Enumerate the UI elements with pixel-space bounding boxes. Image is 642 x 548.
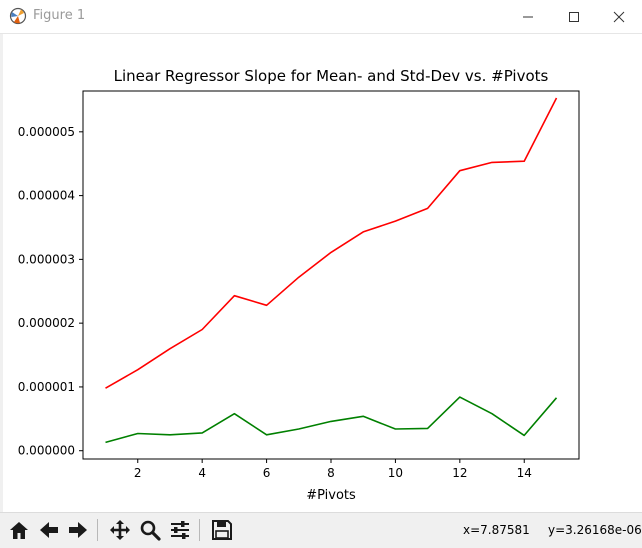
x-coordinate-readout: x=7.87581 xyxy=(463,523,530,537)
x-axis-label: #Pivots xyxy=(306,488,356,503)
home-button[interactable] xyxy=(6,517,32,543)
minimize-button[interactable] xyxy=(505,0,551,33)
x-tick-label: 14 xyxy=(517,466,532,480)
navigation-toolbar: x=7.87581 y=3.26168e-06 xyxy=(0,512,642,548)
sliders-icon xyxy=(171,521,189,539)
minimize-icon xyxy=(523,16,533,18)
x-tick-label: 10 xyxy=(388,466,403,480)
back-button[interactable] xyxy=(36,517,62,543)
series-line-2 xyxy=(105,396,558,444)
arrow-right-icon xyxy=(69,522,87,538)
y-tick-label: 0.000003 xyxy=(18,252,75,266)
window-title: Figure 1 xyxy=(33,8,86,23)
chart-title: Linear Regressor Slope for Mean- and Std… xyxy=(114,67,549,85)
x-tick-label: 8 xyxy=(327,466,335,480)
x-tick-label: 2 xyxy=(134,466,142,480)
line-chart[interactable]: Linear Regressor Slope for Mean- and Std… xyxy=(0,34,642,512)
window-edge xyxy=(0,34,3,512)
y-tick-label: 0.000005 xyxy=(18,125,75,139)
maximize-icon xyxy=(569,12,579,22)
matplotlib-icon xyxy=(9,7,27,25)
y-tick-label: 0.000004 xyxy=(18,189,75,203)
arrow-left-icon xyxy=(40,522,58,538)
save-button[interactable] xyxy=(209,517,235,543)
toolbar-separator xyxy=(97,519,98,541)
close-button[interactable] xyxy=(596,0,642,33)
pan-button[interactable] xyxy=(107,517,133,543)
figure-canvas[interactable]: Linear Regressor Slope for Mean- and Std… xyxy=(0,34,642,512)
magnifier-icon xyxy=(140,520,161,541)
series-lines xyxy=(105,97,558,444)
maximize-button[interactable] xyxy=(551,0,597,33)
forward-button[interactable] xyxy=(65,517,91,543)
move-icon xyxy=(110,520,130,540)
zoom-button[interactable] xyxy=(137,517,163,543)
axes: 2 4 6 8 10 12 14 0.000000 0.000001 0.000002 0.0000… xyxy=(18,90,580,480)
y-tick-label: 0.000001 xyxy=(18,380,75,394)
floppy-icon xyxy=(212,520,232,540)
x-tick-label: 12 xyxy=(452,466,467,480)
x-tick-label: 6 xyxy=(263,466,271,480)
y-tick-label: 0.000000 xyxy=(18,444,75,458)
x-tick-label: 4 xyxy=(198,466,206,480)
toolbar-separator xyxy=(199,519,200,541)
close-icon xyxy=(613,11,625,23)
configure-subplots-button[interactable] xyxy=(167,517,193,543)
plot-frame xyxy=(82,90,580,460)
y-coordinate-readout: y=3.26168e-06 xyxy=(548,523,642,537)
y-tick-label: 0.000002 xyxy=(18,316,75,330)
series-line-1 xyxy=(105,97,558,389)
window-titlebar: Figure 1 xyxy=(0,0,642,34)
home-icon xyxy=(10,522,28,539)
